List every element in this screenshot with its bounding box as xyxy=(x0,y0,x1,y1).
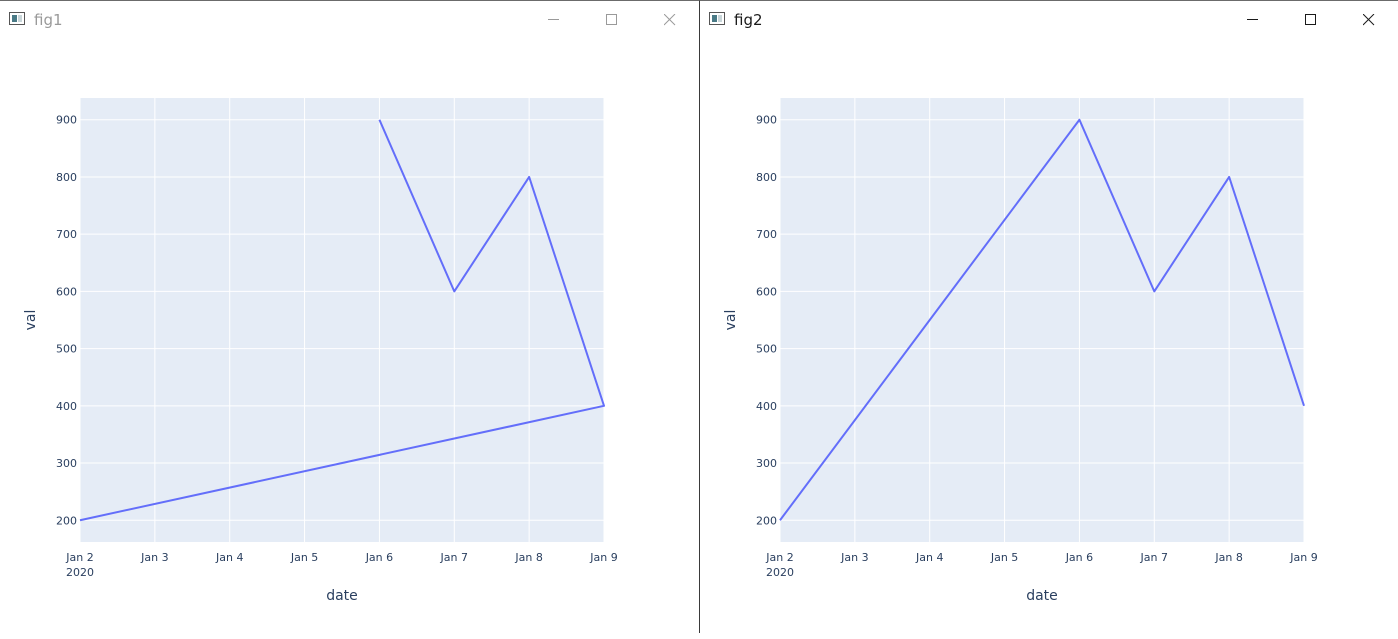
y-tick-label: 300 xyxy=(56,457,77,470)
x-tick-label: Jan 9 xyxy=(589,551,617,564)
close-icon xyxy=(664,14,676,26)
x-tick-label: Jan 2 xyxy=(65,551,93,564)
x-axis-title: date xyxy=(326,588,358,604)
series-line xyxy=(779,118,1305,521)
series-line xyxy=(79,119,605,522)
figure-window-fig1[interactable]: fig1 Jan 2 Jan 3 Jan 4 Jan 5 Jan 6 Jan 7 Jan 8… xyxy=(0,0,699,633)
x-tick-label: Jan 9 xyxy=(1289,551,1317,564)
y-axis-title: val xyxy=(23,310,39,331)
x-tick-label: Jan 6 xyxy=(365,551,393,564)
minimize-icon xyxy=(1247,19,1258,20)
x-tick-label: Jan 3 xyxy=(840,551,868,564)
y-tick-label: 800 xyxy=(756,171,777,184)
maximize-button[interactable] xyxy=(1288,5,1334,35)
x-tick-label: Jan 8 xyxy=(1214,551,1242,564)
close-button[interactable] xyxy=(1346,5,1392,35)
minimize-button[interactable] xyxy=(531,5,577,35)
x-tick-year-label: 2020 xyxy=(66,566,94,579)
x-tick-label: Jan 3 xyxy=(140,551,168,564)
line-chart[interactable]: Jan 2 Jan 3 Jan 4 Jan 5 Jan 6 Jan 7 Jan 8 Jan 9… xyxy=(0,37,699,634)
x-tick-label: Jan 4 xyxy=(915,551,943,564)
plot-background xyxy=(80,98,604,542)
plot-area[interactable]: Jan 2 Jan 3 Jan 4 Jan 5 Jan 6 Jan 7 Jan 8 Jan 9… xyxy=(0,37,699,639)
title-bar[interactable]: fig2 xyxy=(700,1,1398,37)
x-axis-title: date xyxy=(1026,588,1058,604)
y-tick-label: 800 xyxy=(56,171,77,184)
x-tick-label: Jan 8 xyxy=(514,551,542,564)
window-title: fig1 xyxy=(34,11,63,29)
figure-window-fig2[interactable]: fig2 Jan 2 Jan 3 Jan 4 Jan 5 Jan 6 Jan 7 Jan 8… xyxy=(699,0,1398,633)
y-tick-label: 900 xyxy=(56,114,77,127)
minimize-icon xyxy=(548,19,559,20)
y-tick-label: 200 xyxy=(756,514,777,527)
window-app-icon xyxy=(709,12,725,25)
y-tick-label: 900 xyxy=(756,114,777,127)
x-tick-label: Jan 5 xyxy=(290,551,318,564)
x-tick-label: Jan 5 xyxy=(990,551,1018,564)
y-tick-label: 600 xyxy=(756,285,777,298)
y-tick-label: 400 xyxy=(56,400,77,413)
y-tick-label: 500 xyxy=(756,343,777,356)
x-tick-year-label: 2020 xyxy=(766,566,794,579)
plot-area[interactable]: Jan 2 Jan 3 Jan 4 Jan 5 Jan 6 Jan 7 Jan 8 Jan 9… xyxy=(700,37,1398,639)
x-tick-label: Jan 7 xyxy=(1140,551,1168,564)
title-bar[interactable]: fig1 xyxy=(0,1,699,37)
maximize-button[interactable] xyxy=(589,5,635,35)
y-axis-title: val xyxy=(723,310,739,331)
x-tick-label: Jan 7 xyxy=(440,551,468,564)
close-icon xyxy=(1363,14,1375,26)
y-tick-label: 400 xyxy=(756,400,777,413)
y-tick-label: 200 xyxy=(56,514,77,527)
y-tick-label: 600 xyxy=(56,285,77,298)
maximize-icon xyxy=(606,14,617,25)
y-tick-label: 500 xyxy=(56,343,77,356)
y-tick-label: 300 xyxy=(756,457,777,470)
close-button[interactable] xyxy=(647,5,693,35)
window-app-icon xyxy=(9,12,25,25)
line-chart[interactable]: Jan 2 Jan 3 Jan 4 Jan 5 Jan 6 Jan 7 Jan 8 Jan 9… xyxy=(700,37,1398,634)
x-tick-label: Jan 4 xyxy=(215,551,243,564)
minimize-button[interactable] xyxy=(1230,5,1276,35)
y-tick-label: 700 xyxy=(756,228,777,241)
y-tick-label: 700 xyxy=(56,228,77,241)
maximize-icon xyxy=(1305,14,1316,25)
x-tick-label: Jan 2 xyxy=(765,551,793,564)
window-title: fig2 xyxy=(734,11,763,29)
x-tick-label: Jan 6 xyxy=(1065,551,1093,564)
plot-background xyxy=(780,98,1304,542)
